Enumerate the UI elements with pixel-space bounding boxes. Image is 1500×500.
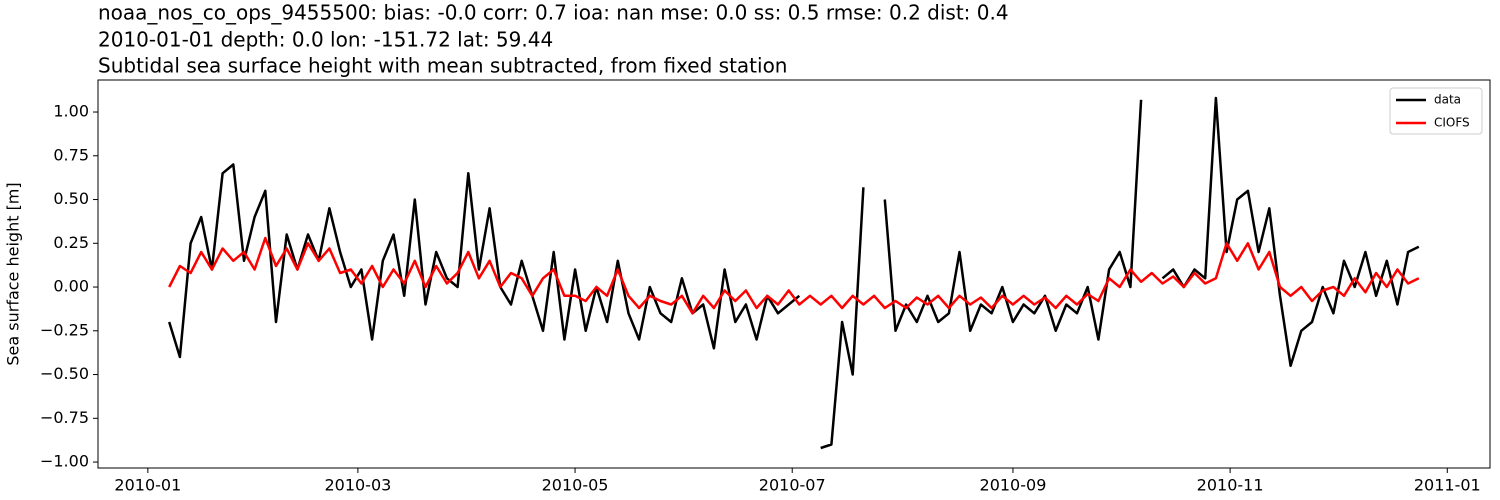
data-line [168,236,1420,315]
x-tick-label: 2010-09 [980,476,1047,495]
x-tick-label: 2010-11 [1197,476,1264,495]
axes-frame [97,79,1491,469]
x-tick-label: 2011-01 [1414,476,1481,495]
y-tick-label: 0.75 [53,145,89,164]
x-tick-label: 2010-07 [759,476,826,495]
y-tick-label: −1.00 [40,452,89,471]
y-tick-label: −0.25 [40,320,89,339]
y-axis-label: Sea surface height [m] [4,182,23,365]
y-tick-label: 0.00 [53,277,89,296]
y-tick-label: −0.75 [40,408,89,427]
legend-label: data [1434,93,1461,107]
legend-label: CIOFS [1434,116,1470,130]
y-tick-label: −0.50 [40,364,89,383]
chart-title: Subtidal sea surface height with mean su… [98,54,787,78]
y-tick-label: 0.25 [53,233,89,252]
x-tick-label: 2010-01 [114,476,181,495]
y-tick-label: 0.50 [53,189,89,208]
y-tick-label: 1.00 [53,102,89,121]
x-tick-label: 2010-05 [542,476,609,495]
chart-title: 2010-01-01 depth: 0.0 lon: -151.72 lat: … [98,28,553,52]
x-tick-label: 2010-03 [324,476,391,495]
data-line [168,96,1420,450]
chart-title: noaa_nos_co_ops_9455500: bias: -0.0 corr… [98,1,1009,25]
